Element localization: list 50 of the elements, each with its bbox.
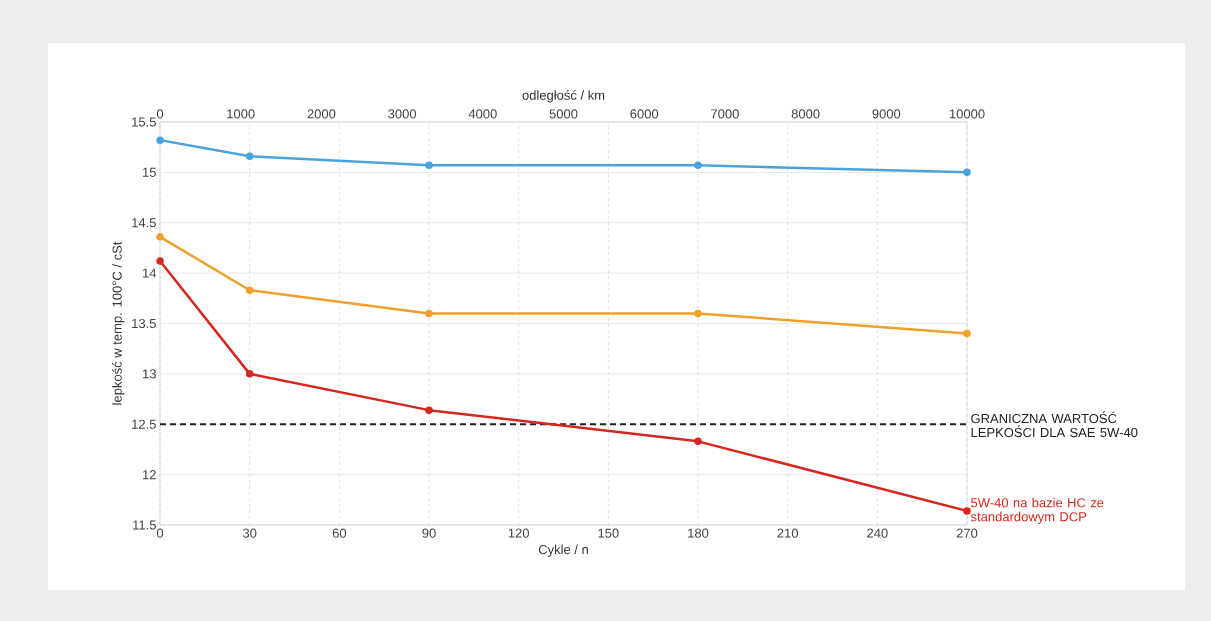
x-tick-label: 90 <box>422 528 436 538</box>
x2-tick-label: 3000 <box>388 109 417 119</box>
point <box>694 437 702 446</box>
x2-tick-label: 2000 <box>307 109 336 119</box>
point <box>156 233 164 241</box>
x2-tick-label: 4000 <box>468 109 497 119</box>
y-tick-label: 12 <box>143 470 156 480</box>
x2-tick-label: 10000 <box>949 109 985 119</box>
y-tick-label: 13 <box>143 369 156 379</box>
x-tick-label: 150 <box>598 528 619 538</box>
x2-tick-label: 5000 <box>549 109 578 119</box>
y-tick-label: 14.5 <box>132 218 156 228</box>
x-tick-label: 270 <box>956 528 978 538</box>
x-tick-label: 240 <box>867 528 888 538</box>
point <box>156 136 164 144</box>
series-label: 5W-40 na bazie HC ze standardowym DCP <box>970 497 1104 524</box>
x-tick-label: 0 <box>156 528 164 538</box>
point <box>963 168 971 177</box>
x-tick-label: 210 <box>777 528 799 538</box>
point <box>245 370 254 378</box>
x2-tick-label: 8000 <box>791 109 820 119</box>
x2-tick-label: 1000 <box>227 109 255 119</box>
point <box>694 161 702 170</box>
y-tick-label: 11.5 <box>133 520 156 530</box>
y-tick-label: 13.5 <box>132 318 156 329</box>
point <box>963 329 971 338</box>
point <box>425 161 433 170</box>
x2-tick-label: 0 <box>156 109 164 119</box>
x2-tick-label: 6000 <box>630 109 659 119</box>
y-axis-title: lepkość w temp. 100°C / cSt <box>112 241 125 405</box>
point <box>694 309 702 318</box>
y-tick-label: 14 <box>143 268 157 278</box>
ref-line-label: GRANICZNA WARTOŚĆ LEPKOŚCI DLA SAE 5W-40 <box>971 411 1138 438</box>
point <box>245 152 254 160</box>
point <box>425 406 433 414</box>
point <box>156 257 164 265</box>
x-tick-label: 60 <box>332 528 347 538</box>
x-tick-label: 180 <box>688 528 709 538</box>
y-tick-label: 12.5 <box>132 419 156 429</box>
x2-tick-label: 7000 <box>711 109 739 119</box>
x-tick-label: 120 <box>508 528 530 538</box>
x-axis-title: Cykle / n <box>538 544 588 557</box>
y-tick-label: 15 <box>143 167 156 177</box>
x2-axis-title: odległość / km <box>522 90 605 103</box>
point <box>425 309 433 318</box>
point <box>963 507 971 515</box>
y-tick-label: 15.5 <box>132 117 156 127</box>
x2-tick-label: 9000 <box>872 109 901 119</box>
point <box>245 286 254 294</box>
x-tick-label: 30 <box>242 528 257 538</box>
